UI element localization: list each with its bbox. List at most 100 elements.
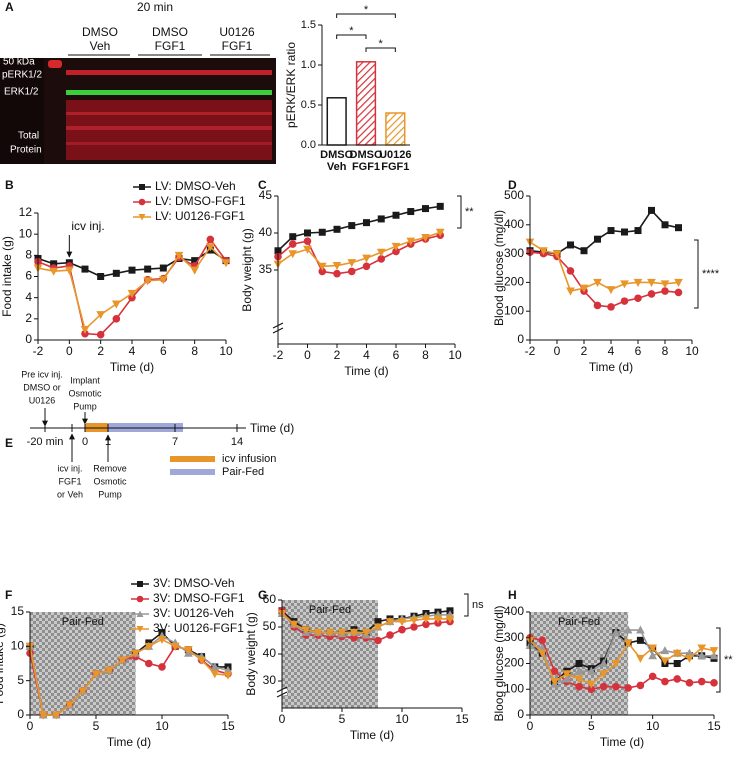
- point: [661, 677, 669, 686]
- row-label: Total: [18, 131, 39, 142]
- point: [407, 208, 415, 216]
- point: [303, 237, 312, 245]
- band: [66, 70, 272, 75]
- point: [159, 264, 167, 272]
- series-line: [529, 629, 714, 686]
- point: [421, 233, 430, 242]
- x-tick-label: 0: [66, 344, 73, 358]
- point: [96, 330, 105, 339]
- point: [347, 267, 356, 276]
- series-line: [37, 238, 227, 336]
- x-tick-label: 10: [646, 719, 660, 733]
- x-axis-label: Time (d): [344, 364, 388, 378]
- point: [386, 631, 394, 639]
- point: [313, 628, 323, 637]
- point: [593, 278, 602, 287]
- y-tick-label: 200: [504, 656, 524, 670]
- point: [623, 639, 633, 648]
- legend-label: LV: U0126-FGF1: [155, 209, 245, 223]
- y-tick-label: 0.0: [301, 139, 316, 151]
- y-tick-label: 200: [504, 275, 524, 289]
- x-tick-label: 8: [662, 344, 669, 358]
- y-tick-label: 0: [517, 707, 524, 721]
- point: [223, 671, 233, 680]
- series-line: [277, 231, 441, 268]
- y-axis-label: Blood glucose (mg/dl): [492, 210, 506, 326]
- point: [325, 628, 335, 637]
- point: [674, 278, 683, 287]
- x-tick-label: 2: [97, 344, 104, 358]
- y-tick-label: 30: [263, 673, 277, 687]
- x-tick-label: 0: [27, 719, 34, 733]
- point: [127, 289, 137, 298]
- x-axis-label: Time (d): [110, 360, 154, 374]
- y-tick-label: 15: [11, 604, 25, 618]
- legend-marker: [136, 595, 144, 603]
- significance-label: *: [364, 4, 369, 16]
- point: [647, 278, 656, 287]
- point: [562, 670, 572, 679]
- point: [81, 265, 89, 273]
- point: [648, 651, 658, 660]
- panel-label: A: [5, 0, 14, 14]
- point: [289, 620, 299, 629]
- point: [374, 636, 382, 645]
- legend-marker: [138, 214, 146, 221]
- x-tick-label: 10: [685, 344, 699, 358]
- point: [205, 243, 215, 252]
- row-label: Protein: [10, 145, 42, 156]
- x-axis-label: Time (d): [350, 728, 394, 742]
- y-tick-label: 2: [25, 311, 32, 325]
- x-tick-label: 10: [219, 344, 233, 358]
- point: [574, 675, 584, 684]
- y-tick-label: 100: [504, 303, 524, 317]
- point: [674, 288, 683, 297]
- y-tick-label: 0: [517, 332, 524, 346]
- legend-label: Pair-Fed: [222, 466, 264, 478]
- timeline: E Pre icv inj. DMSO or U0126 Implant Osm…: [5, 369, 294, 499]
- point: [566, 287, 575, 296]
- point: [362, 254, 371, 263]
- note: DMSO or: [23, 382, 61, 392]
- y-tick-label: 10: [19, 226, 33, 240]
- point: [131, 649, 140, 658]
- point: [599, 670, 608, 679]
- blot: 20 min DMSO Veh DMSO FGF1 U0126 FGF1 50 …: [0, 0, 276, 164]
- legend-marker: [139, 184, 145, 190]
- point: [128, 266, 136, 274]
- point: [586, 680, 596, 689]
- series-line: [277, 234, 441, 275]
- y-axis-label: Body weight (g): [240, 228, 254, 311]
- note: Pump: [98, 489, 122, 499]
- point: [317, 262, 327, 271]
- y-tick-label: 50: [263, 619, 277, 633]
- x-tick-label: 15: [455, 712, 469, 726]
- x-tick-label: 0: [304, 348, 311, 362]
- annotation: icv inj.: [71, 219, 104, 233]
- point: [710, 679, 718, 687]
- y-tick-label: 400: [504, 604, 524, 618]
- point: [361, 628, 371, 637]
- x-tick-label: U0126 FGF1: [379, 149, 411, 173]
- point: [157, 635, 167, 645]
- point: [158, 276, 168, 285]
- x-tick-label: -2: [273, 348, 284, 362]
- note: Osmotic: [93, 476, 127, 486]
- shaded-region: [282, 600, 378, 708]
- point: [537, 649, 547, 658]
- y-tick-label: 400: [504, 217, 524, 231]
- point: [65, 701, 74, 710]
- legend-marker: [136, 595, 144, 603]
- point: [288, 250, 298, 259]
- legend-label: icv infusion: [222, 453, 276, 465]
- point: [385, 618, 395, 627]
- point: [685, 679, 694, 687]
- point: [436, 202, 444, 210]
- row-label: pERK1/2: [2, 70, 42, 81]
- x-tick-label: 6: [635, 344, 642, 358]
- point: [332, 262, 342, 271]
- panel-label: D: [508, 178, 517, 192]
- legend-label: LV: DMSO-FGF1: [155, 194, 246, 208]
- legend-marker: [138, 198, 146, 206]
